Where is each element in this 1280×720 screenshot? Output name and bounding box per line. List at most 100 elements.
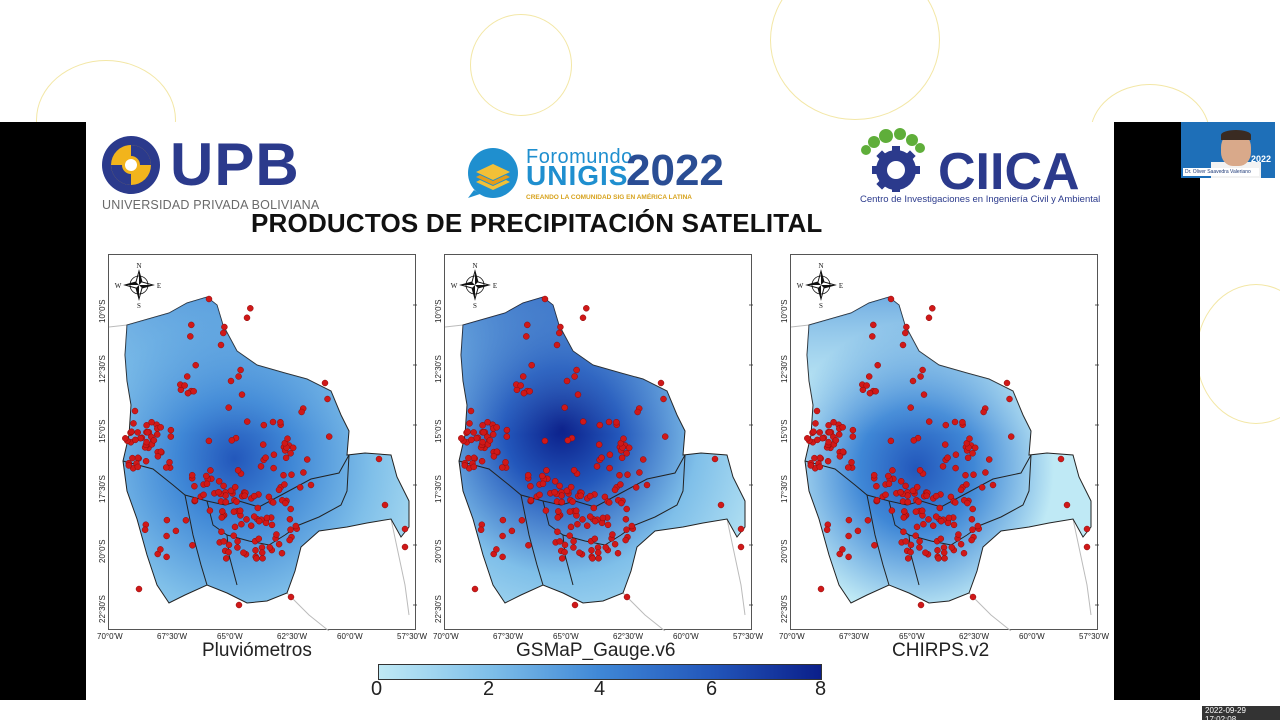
rain-gauge-point	[618, 454, 626, 462]
rain-gauge-point	[234, 467, 242, 474]
rain-gauge-point	[220, 482, 227, 490]
rain-gauge-point	[929, 522, 937, 529]
rain-gauge-point	[499, 516, 507, 524]
rain-gauge-point	[527, 482, 534, 490]
rain-gauge-point	[925, 516, 932, 523]
rain-gauge-point	[969, 593, 977, 601]
rain-gauge-point	[183, 373, 191, 380]
rain-gauge-point	[970, 471, 977, 478]
rain-gauge-point	[937, 535, 945, 543]
rain-gauge-point	[240, 549, 247, 556]
rain-gauge-point	[539, 480, 547, 488]
rain-gauge-point	[269, 499, 277, 506]
longitude-label: 62°30'W	[613, 632, 644, 641]
colorbar-tick: 0	[371, 678, 383, 700]
rain-gauge-point	[539, 472, 546, 480]
rain-gauge-point	[589, 555, 596, 562]
rain-gauge-point	[909, 487, 917, 494]
rain-gauge-point	[203, 480, 211, 488]
rain-gauge-point	[848, 459, 855, 466]
rain-gauge-point	[929, 305, 936, 312]
map-panel-gsmap: N S E W 10°0'S 12°30'S 15°0'S 17°30'S 20°0'S 22°3…	[433, 254, 763, 641]
latitude-label: 20°0'S	[434, 539, 443, 563]
rain-gauge-point	[503, 433, 511, 440]
rain-gauge-point	[1006, 395, 1013, 403]
rain-gauge-point	[1083, 525, 1091, 533]
rain-gauge-point	[594, 549, 602, 556]
rain-gauge-point	[200, 491, 207, 499]
rain-gauge-point	[470, 463, 478, 471]
rain-gauge-point	[934, 547, 941, 554]
rain-gauge-point	[623, 593, 631, 601]
rain-gauge-point	[711, 455, 719, 463]
rain-gauge-point	[230, 532, 237, 539]
country-border	[445, 324, 746, 631]
rain-gauge-point	[916, 467, 924, 474]
rain-gauge-point	[154, 453, 162, 460]
rain-gauge-point	[220, 538, 228, 545]
rain-gauge-point	[227, 487, 235, 494]
rain-gauge-point	[871, 542, 878, 549]
speaker-webcam-thumbnail: 2022 Dr. Oliver Saavedra Valeriano	[1181, 122, 1275, 178]
rain-gauge-point	[985, 456, 993, 463]
precipitation-map: N S E W	[791, 262, 1099, 631]
gear-tree-icon	[861, 128, 925, 192]
rain-gauge-point	[916, 544, 923, 551]
rain-gauge-point	[148, 418, 155, 426]
rain-gauge-point	[247, 305, 254, 312]
rain-gauge-point	[298, 408, 305, 416]
rain-gauge-point	[628, 522, 636, 530]
rain-gauge-point	[566, 508, 574, 515]
rain-gauge-point	[939, 463, 947, 470]
rain-gauge-point	[591, 517, 599, 525]
rain-gauge-point	[130, 420, 137, 427]
rain-gauge-point	[903, 323, 910, 331]
rain-gauge-point	[1063, 501, 1071, 509]
rain-gauge-point	[835, 431, 843, 438]
layers-globe-icon	[468, 148, 518, 198]
map-caption: CHIRPS.v2	[892, 640, 990, 661]
rain-gauge-point	[576, 549, 583, 556]
rain-gauge-point	[192, 361, 199, 369]
longitude-label: 60°0'W	[1019, 632, 1045, 641]
rain-gauge-point	[189, 542, 196, 549]
rain-gauge-point	[270, 451, 278, 458]
rain-gauge-point	[143, 422, 150, 429]
rain-gauge-point	[257, 463, 265, 470]
decor-circle	[1196, 284, 1280, 424]
rain-gauge-point	[490, 453, 498, 460]
rain-gauge-point	[606, 451, 614, 458]
rain-gauge-point	[554, 528, 561, 536]
rain-gauge-point	[823, 526, 831, 534]
rain-gauge-point	[235, 601, 243, 609]
rain-gauge-point	[643, 481, 651, 489]
rain-gauge-point	[128, 428, 135, 435]
rain-gauge-point	[844, 464, 852, 471]
rain-gauge-point	[252, 547, 259, 554]
rain-gauge-point	[296, 484, 304, 491]
rain-gauge-point	[978, 484, 986, 491]
rain-gauge-point	[887, 295, 895, 303]
rain-gauge-point	[282, 454, 290, 462]
rain-gauge-point	[166, 459, 173, 466]
rain-gauge-point	[144, 429, 151, 436]
latitude-label: 12°30'S	[780, 355, 789, 383]
rain-gauge-point	[225, 404, 232, 411]
rain-gauge-point	[519, 373, 527, 380]
rain-gauge-point	[564, 437, 572, 444]
rain-gauge-point	[143, 438, 150, 446]
rain-gauge-point	[912, 508, 920, 515]
rain-gauge-point	[287, 450, 294, 457]
rain-gauge-point	[602, 544, 610, 551]
rain-gauge-point	[907, 548, 914, 556]
rain-gauge-point	[832, 437, 840, 444]
rain-gauge-point	[611, 486, 619, 494]
rain-gauge-point	[259, 441, 267, 448]
rain-gauge-point	[577, 492, 584, 500]
rain-gauge-point	[280, 471, 287, 479]
rain-gauge-point	[944, 454, 951, 461]
rain-gauge-point	[286, 536, 293, 544]
rain-gauge-point	[203, 472, 210, 480]
rain-gauge-point	[950, 521, 958, 529]
latitude-label: 12°30'S	[434, 355, 443, 383]
